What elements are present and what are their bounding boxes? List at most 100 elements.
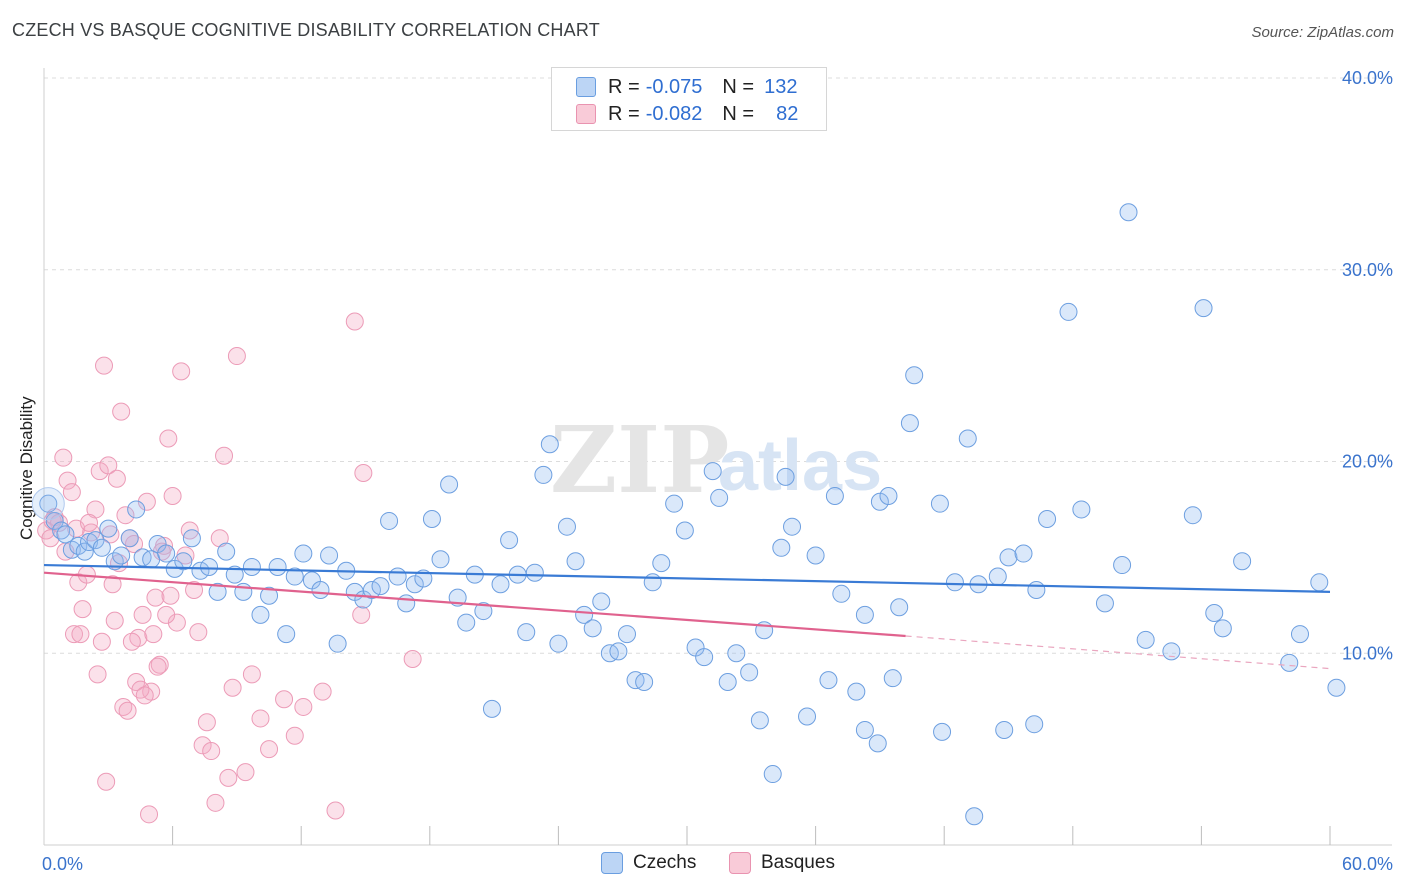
czechs-point: [482, 699, 501, 718]
basques-point: [285, 726, 304, 745]
correlation-legend: R = -0.075 N = 132 R = -0.082 N = 82: [551, 67, 827, 131]
czechs-point: [1025, 715, 1044, 734]
czechs-point: [457, 613, 476, 632]
basques-point: [92, 632, 111, 651]
czechs-swatch: [601, 852, 623, 874]
basques-point: [202, 742, 221, 761]
czechs-point: [260, 586, 279, 605]
legend-label: Czechs: [633, 852, 697, 873]
y-tick-label: 40.0%: [1342, 68, 1393, 88]
czechs-point: [1059, 302, 1078, 321]
basques-point: [159, 429, 178, 448]
czechs-point: [1194, 299, 1213, 318]
basques-point: [197, 713, 216, 732]
czechs-point: [1290, 625, 1309, 644]
czechs-point: [933, 722, 952, 741]
czechs-point: [995, 720, 1014, 739]
czechs-point: [127, 500, 146, 519]
n-label: N =: [722, 102, 755, 125]
basques-point: [260, 740, 279, 759]
czechs-point: [727, 644, 746, 663]
r-value: -0.082: [645, 102, 703, 125]
watermark-atlas: atlas: [718, 426, 882, 506]
basques-point: [122, 632, 141, 651]
trend-lines: [43, 563, 1331, 670]
czechs-point: [772, 538, 791, 557]
czechs-point: [583, 619, 602, 638]
basques-point: [99, 456, 118, 475]
series-legend: Czechs Basques: [0, 850, 1406, 878]
czechs-point: [1233, 552, 1252, 571]
tick-labels: 10.0% 20.0% 30.0% 40.0% 0.0% 60.0%: [42, 68, 1393, 874]
czechs-point: [380, 511, 399, 530]
czechs-point: [431, 550, 450, 569]
basques-point: [135, 686, 154, 705]
czechs-point: [225, 565, 244, 584]
basques-point: [275, 690, 294, 709]
y-tick-label: 20.0%: [1342, 452, 1393, 472]
czechs-point: [1095, 594, 1114, 613]
czechs-swatch: [576, 77, 596, 97]
czechs-point: [517, 623, 536, 642]
basques-point: [161, 586, 180, 605]
czechs-point: [191, 561, 210, 580]
czechs-point: [945, 573, 964, 592]
legend-row-basques: R = -0.082 N = 82: [576, 101, 798, 127]
czechs-point: [855, 605, 874, 624]
czechs-point: [763, 765, 782, 784]
czechs-point: [958, 429, 977, 448]
czechs-point: [718, 673, 737, 692]
czechs-point: [710, 488, 729, 507]
czechs-point: [819, 671, 838, 690]
czechs-point: [1014, 544, 1033, 563]
basques-point: [140, 805, 159, 824]
basques-point: [95, 356, 114, 375]
czechs-point: [422, 510, 441, 529]
y-tick-label: 10.0%: [1342, 643, 1393, 663]
czechs-point: [900, 414, 919, 433]
x-tick-label-min: 0.0%: [42, 854, 83, 874]
basques-point: [236, 763, 255, 782]
czechs-point: [1310, 573, 1329, 592]
basques-point: [144, 625, 163, 644]
czechs-point: [1027, 580, 1046, 599]
czechs-point: [965, 807, 984, 826]
czechs-point: [703, 462, 722, 481]
czechs-point: [609, 642, 628, 661]
czechs-point: [675, 521, 694, 540]
czechs-point: [56, 525, 75, 544]
czechs-point: [285, 567, 304, 586]
czechs-point: [930, 494, 949, 513]
basques-point: [219, 768, 238, 787]
basques-point: [223, 678, 242, 697]
czechs-point: [1038, 510, 1057, 529]
basques-point: [163, 487, 182, 506]
basques-point: [206, 793, 225, 812]
czechs-point: [665, 494, 684, 513]
czechs-point: [99, 519, 118, 538]
czechs-point: [397, 594, 416, 613]
czechs-point: [832, 584, 851, 603]
n-value: 132: [764, 75, 798, 98]
czechs-point: [328, 634, 347, 653]
czechs-point: [783, 517, 802, 536]
basques-point: [215, 446, 234, 465]
czechs-point: [868, 734, 887, 753]
basques-point: [294, 697, 313, 716]
czechs-point: [1213, 619, 1232, 638]
n-value: 82: [776, 102, 799, 125]
basques-point: [189, 623, 208, 642]
basques-point: [148, 657, 167, 676]
legend-item-czechs: Czechs: [601, 852, 696, 874]
r-label: R =: [608, 102, 640, 125]
czechs-point: [112, 546, 131, 565]
czechs-point: [534, 465, 553, 484]
czechs-point: [500, 531, 519, 550]
czechs-point: [883, 669, 902, 688]
czechs-point: [750, 711, 769, 730]
czechs-point: [1113, 556, 1132, 575]
czechs-point: [1119, 203, 1138, 222]
czechs-point: [855, 720, 874, 739]
basques-point: [116, 506, 135, 525]
basques-point: [71, 625, 90, 644]
